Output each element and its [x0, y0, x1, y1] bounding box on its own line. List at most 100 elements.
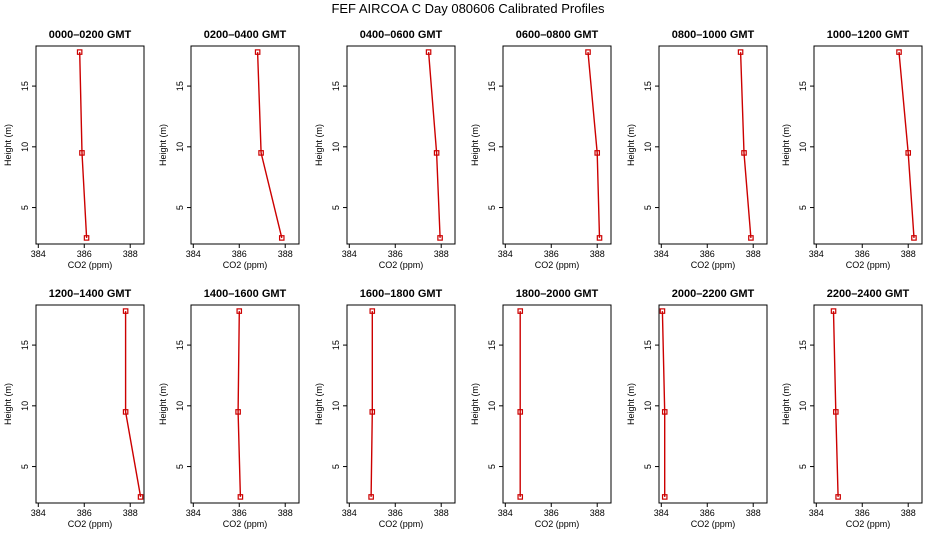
panel-12: 2200–2400 GMT 384 386 388 5 10 15 CO2 (ppm) Heig…: [781, 288, 923, 529]
profile-line: [237, 311, 242, 497]
panel-2: 0200–0400 GMT 384 386 388 5 10 15 CO2 (ppm) Heig…: [158, 29, 300, 270]
y-tick-label: 15: [487, 81, 497, 91]
data-point: [278, 235, 285, 241]
x-axis-label: CO2 (ppm): [223, 260, 268, 270]
x-tick-label: 384: [654, 249, 669, 259]
plot-frame: [35, 304, 145, 504]
profile-line: [832, 311, 839, 497]
x-axis-label: CO2 (ppm): [223, 519, 268, 529]
data-point: [659, 308, 666, 314]
y-tick-label: 10: [20, 142, 30, 152]
y-tick-label: 10: [487, 142, 497, 152]
panel-3: 0400–0600 GMT 384 386 388 5 10 15 CO2 (ppm) Heig…: [314, 29, 456, 270]
x-tick-label: 386: [544, 249, 559, 259]
x-tick-label: 384: [342, 249, 357, 259]
x-tick-label: 388: [278, 508, 293, 518]
plot-frame: [658, 45, 768, 245]
data-point: [596, 235, 603, 241]
x-axis-label: CO2 (ppm): [68, 260, 113, 270]
y-tick-label: 5: [487, 205, 497, 210]
x-tick-label: 386: [77, 508, 92, 518]
y-tick-label: 15: [798, 340, 808, 350]
y-axis-label: Height (m): [470, 383, 480, 425]
y-axis-label: Height (m): [3, 383, 13, 425]
data-point: [137, 494, 144, 500]
x-tick-label: 384: [654, 508, 669, 518]
plot-frame: [35, 45, 145, 245]
x-tick-label: 388: [746, 508, 761, 518]
data-point: [835, 494, 841, 500]
panel-6: 1000–1200 GMT 384 386 388 5 10 15 CO2 (ppm) Heig…: [781, 29, 923, 270]
y-tick-label: 5: [331, 205, 341, 210]
x-tick-label: 384: [186, 249, 201, 259]
y-tick-label: 15: [20, 340, 30, 350]
y-tick-label: 10: [175, 401, 185, 411]
x-tick-label: 386: [544, 508, 559, 518]
plot-frame: [190, 45, 300, 245]
y-tick-label: 15: [175, 340, 185, 350]
data-point: [830, 308, 837, 314]
data-point: [83, 235, 90, 241]
x-tick-label: 386: [77, 249, 92, 259]
y-tick-label: 10: [798, 142, 808, 152]
figure-title: FEF AIRCOA C Day 080606 Calibrated Profi…: [331, 1, 605, 16]
x-tick-label: 388: [123, 508, 138, 518]
data-point: [79, 150, 85, 156]
profile-line: [661, 311, 666, 497]
x-tick-label: 388: [123, 249, 138, 259]
x-tick-label: 386: [855, 508, 870, 518]
data-point: [585, 49, 591, 55]
x-tick-label: 388: [590, 508, 605, 518]
plot-frame: [813, 304, 923, 504]
x-tick-label: 388: [278, 249, 293, 259]
data-point: [237, 494, 244, 500]
y-tick-label: 10: [798, 401, 808, 411]
x-axis-label: CO2 (ppm): [535, 260, 580, 270]
x-tick-label: 386: [700, 508, 715, 518]
data-point: [122, 409, 129, 415]
profile-line: [898, 52, 915, 238]
y-axis-label: Height (m): [158, 383, 168, 425]
data-point: [833, 409, 839, 415]
data-point: [236, 308, 243, 314]
x-axis-label: CO2 (ppm): [379, 260, 424, 270]
y-tick-label: 5: [20, 205, 30, 210]
data-point: [594, 150, 601, 156]
data-point: [741, 150, 747, 156]
y-tick-label: 5: [175, 205, 185, 210]
panel-title: 1600–1800 GMT: [360, 288, 443, 300]
x-axis-label: CO2 (ppm): [535, 519, 580, 529]
y-tick-label: 15: [643, 340, 653, 350]
data-point: [905, 150, 912, 156]
data-point: [896, 49, 902, 55]
x-tick-label: 384: [186, 508, 201, 518]
x-tick-label: 384: [31, 508, 46, 518]
data-point: [369, 308, 376, 314]
y-axis-label: Height (m): [626, 383, 636, 425]
y-axis-label: Height (m): [470, 124, 480, 166]
y-tick-label: 10: [20, 401, 30, 411]
profile-line: [587, 52, 601, 238]
y-axis-label: Height (m): [626, 124, 636, 166]
panel-title: 2000–2200 GMT: [672, 288, 755, 300]
y-tick-label: 15: [487, 340, 497, 350]
panel-10: 1800–2000 GMT 384 386 388 5 10 15 CO2 (ppm) Heig…: [470, 288, 612, 529]
data-point: [369, 409, 376, 415]
y-axis-label: Height (m): [781, 383, 791, 425]
y-tick-label: 15: [643, 81, 653, 91]
y-tick-label: 5: [798, 464, 808, 469]
plot-frame: [813, 45, 923, 245]
x-tick-label: 386: [232, 249, 247, 259]
data-point: [748, 235, 754, 241]
y-tick-label: 15: [20, 81, 30, 91]
panel-title: 0200–0400 GMT: [204, 29, 287, 41]
profile-line: [739, 52, 752, 238]
y-tick-label: 15: [331, 81, 341, 91]
profile-line: [427, 52, 441, 238]
panel-11: 2000–2200 GMT 384 386 388 5 10 15 CO2 (ppm) Heig…: [626, 288, 768, 529]
y-tick-label: 5: [643, 464, 653, 469]
panel-1: 0000–0200 GMT 384 386 388 5 10 15 CO2 (ppm) Heig…: [3, 29, 145, 270]
x-tick-label: 386: [700, 249, 715, 259]
data-point: [235, 409, 241, 415]
x-axis-label: CO2 (ppm): [691, 260, 736, 270]
